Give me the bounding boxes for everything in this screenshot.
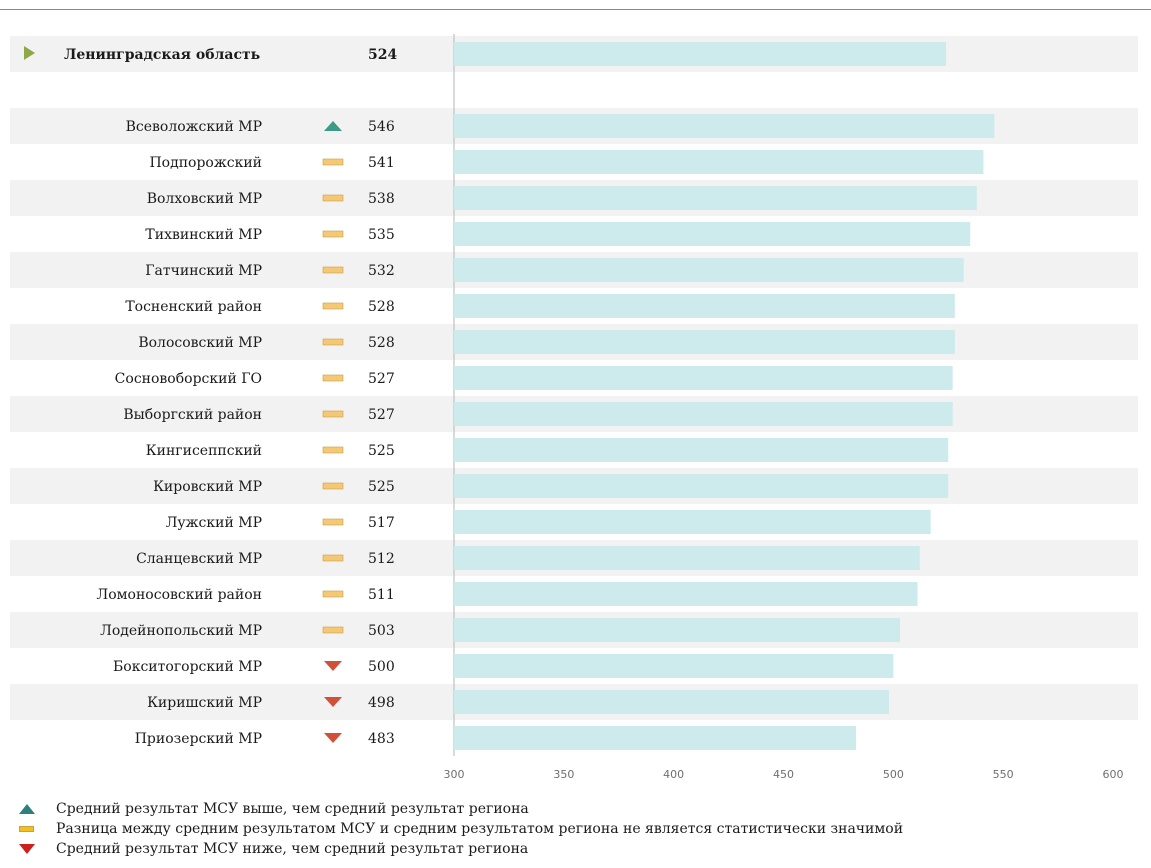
region-label: Лодейнопольский МР: [100, 623, 262, 639]
value-label: 498: [368, 695, 395, 711]
dash-icon: [322, 302, 344, 310]
tick-label: 350: [553, 768, 574, 781]
dash-icon: [322, 410, 344, 418]
triangle-up-icon: [324, 121, 342, 131]
dash-icon: [322, 338, 344, 346]
dash-icon: [322, 374, 344, 382]
triangle-down-icon: [324, 661, 342, 671]
dash-icon: [322, 518, 344, 526]
value-label: 532: [368, 263, 395, 279]
bar: [454, 330, 955, 354]
dash-icon: [322, 446, 344, 454]
dash-icon: [322, 194, 344, 202]
bar: [454, 114, 995, 138]
region-label: Гатчинский МР: [145, 263, 262, 279]
bar: [454, 438, 949, 462]
region-label: Кингисеппский: [146, 443, 262, 459]
value-label: 503: [368, 623, 395, 639]
region-label: Приозерский МР: [135, 731, 262, 747]
value-label: 500: [368, 659, 395, 675]
top-rule: [0, 9, 1151, 10]
dash-icon: [322, 590, 344, 598]
dash-icon: [322, 482, 344, 490]
dash-icon: [18, 822, 36, 836]
region-label: Подпорожский: [149, 155, 262, 171]
bar: [454, 222, 971, 246]
region-label: Тосненский район: [125, 299, 262, 315]
value-label: 517: [368, 515, 395, 531]
legend-item-down: Средний результат МСУ ниже, чем средний …: [18, 839, 1138, 859]
bar: [454, 258, 964, 282]
tick-label: 450: [773, 768, 794, 781]
bar: [454, 582, 918, 606]
legend-item-eq: Разница между средним результатом МСУ и …: [18, 819, 1138, 839]
bar: [454, 690, 889, 714]
summary-label: Ленинградская область: [64, 47, 260, 63]
tick-label: 500: [883, 768, 904, 781]
value-label: 525: [368, 443, 395, 459]
value-label: 527: [368, 407, 395, 423]
bar: [454, 510, 931, 534]
bar: [454, 726, 856, 750]
legend-text-up: Средний результат МСУ выше, чем средний …: [56, 801, 529, 817]
region-label: Сланцевский МР: [136, 551, 262, 567]
bar: [454, 654, 894, 678]
value-label: 527: [368, 371, 395, 387]
dash-icon: [322, 230, 344, 238]
region-label: Киришский МР: [147, 695, 262, 711]
tick-label: 400: [663, 768, 684, 781]
value-label: 528: [368, 335, 395, 351]
bar: [454, 366, 953, 390]
region-label: Всеволожский МР: [126, 119, 262, 135]
tick-label: 550: [993, 768, 1014, 781]
tick-label: 300: [444, 768, 465, 781]
bar: [454, 294, 955, 318]
bar: [454, 546, 920, 570]
region-label: Волховский МР: [147, 191, 262, 207]
summary-value: 524: [368, 47, 397, 63]
value-label: 483: [368, 731, 395, 747]
region-label: Ломоносовский район: [97, 587, 262, 603]
bar: [454, 150, 984, 174]
bar-chart: Ленинградская область 524 Всеволожский МР 5…: [10, 34, 1138, 781]
value-label: 512: [368, 551, 395, 567]
bar: [454, 186, 977, 210]
bar: [454, 402, 953, 426]
value-label: 541: [368, 155, 395, 171]
legend-text-eq: Разница между средним результатом МСУ и …: [56, 821, 904, 837]
value-label: 546: [368, 119, 395, 135]
bar: [454, 474, 949, 498]
region-label: Волосовский МР: [138, 335, 262, 351]
value-label: 535: [368, 227, 395, 243]
dash-icon: [322, 158, 344, 166]
dash-icon: [322, 266, 344, 274]
value-label: 538: [368, 191, 395, 207]
triangle-down-icon: [18, 842, 36, 856]
triangle-up-icon: [18, 802, 36, 816]
value-label: 528: [368, 299, 395, 315]
legend-item-up: Средний результат МСУ выше, чем средний …: [18, 799, 1138, 819]
summary-marker-icon: [24, 46, 35, 60]
summary-bar: [454, 42, 947, 66]
legend-text-down: Средний результат МСУ ниже, чем средний …: [56, 841, 529, 857]
region-label: Тихвинский МР: [145, 227, 262, 243]
triangle-down-icon: [324, 697, 342, 707]
dash-icon: [322, 554, 344, 562]
value-label: 511: [368, 587, 395, 603]
region-label: Сосновоборский ГО: [115, 371, 262, 387]
region-label: Кировский МР: [153, 479, 262, 495]
dash-icon: [322, 626, 344, 634]
bar: [454, 618, 900, 642]
region-label: Лужский МР: [166, 515, 262, 531]
triangle-down-icon: [324, 733, 342, 743]
legend: Средний результат МСУ выше, чем средний …: [18, 799, 1138, 859]
value-label: 525: [368, 479, 395, 495]
tick-label: 600: [1103, 768, 1124, 781]
region-label: Бокситогорский МР: [113, 659, 262, 675]
region-label: Выборгский район: [123, 407, 262, 423]
